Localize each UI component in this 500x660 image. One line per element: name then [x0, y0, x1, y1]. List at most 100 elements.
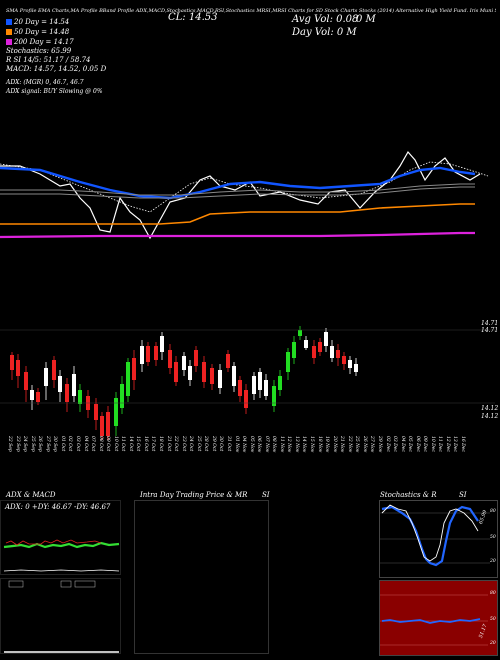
adx-green-line: [3, 541, 120, 549]
ma-gray-line-2: [0, 186, 475, 199]
ma20-line: [0, 166, 476, 200]
candle-body: [188, 366, 192, 380]
date-tick: 06 Dec: [414, 436, 420, 452]
candle-body: [232, 366, 236, 386]
date-tick: 07 Oct: [90, 436, 96, 452]
date-axis: 22 Sep 23 Sep 24 Sep 25 Sep 26 Sep 27 Sep 30 S…: [0, 436, 500, 481]
stoch-80-label: 80: [490, 509, 496, 514]
candle-body: [202, 362, 206, 382]
intraday-title: Intra Day Trading Price & MR: [140, 491, 248, 499]
adx-values: ADX: 0 +DY: 46.67 -DY: 46.67: [5, 503, 111, 511]
candle-body: [252, 376, 256, 394]
day-volume-label: Day Vol: 0 M: [292, 27, 357, 38]
candle-body: [10, 355, 14, 370]
date-tick: 11 Nov: [278, 436, 284, 453]
date-tick: 05 Dec: [407, 436, 413, 452]
date-tick: 30 Oct: [218, 436, 224, 452]
date-tick: 24 Sep: [22, 436, 28, 452]
price-axis-top: 14.71: [481, 320, 499, 327]
adx-legend: ADX: (MGR) 0, 46.7, 46.7: [6, 79, 84, 86]
ma20-swatch: [6, 19, 12, 25]
price-axis-low2: 14.12: [481, 413, 499, 420]
ma200-label: 200 Day = 14.17: [14, 38, 74, 46]
ma50-label: 50 Day = 14.48: [14, 28, 70, 36]
candle-body: [65, 384, 69, 402]
date-tick: 30 Sep: [52, 436, 58, 452]
date-tick: 02 Dec: [384, 436, 390, 452]
ma50-swatch: [6, 29, 12, 35]
candle-body: [226, 354, 230, 368]
date-tick: 22 Sep: [7, 436, 12, 452]
date-tick: 16 Oct: [142, 436, 148, 452]
ma50-legend: 50 Day = 14.48: [6, 28, 69, 36]
stoch-k-line: [381, 505, 479, 567]
ma20-label: 20 Day = 14.54: [14, 18, 70, 26]
date-tick: 19 Nov: [324, 436, 330, 453]
price-chart: [0, 150, 495, 440]
candle-body: [132, 358, 136, 380]
date-tick: 20 Nov: [331, 436, 337, 453]
date-tick: 27 Sep: [44, 436, 50, 452]
candle-body: [264, 380, 268, 396]
date-tick: 29 Nov: [376, 436, 382, 453]
date-tick: 27 Nov: [369, 436, 375, 453]
date-tick: 08 Oct: [97, 436, 103, 452]
date-tick: 03 Dec: [392, 436, 398, 452]
date-tick: 21 Oct: [165, 436, 171, 452]
stoch-50-label: 50: [490, 535, 496, 540]
price-dotted-line: [0, 161, 489, 213]
macd-line: [3, 569, 120, 572]
candle-body: [324, 332, 328, 346]
rsi-plot: [380, 594, 488, 646]
adx-red-line: [5, 539, 102, 546]
date-tick: 29 Oct: [210, 436, 216, 452]
candle-body: [298, 330, 302, 336]
date-tick: 23 Oct: [180, 436, 186, 452]
candle-body: [348, 360, 352, 368]
date-tick: 15 Nov: [309, 436, 314, 453]
ma200-swatch: [6, 39, 12, 45]
ma20-legend: 20 Day = 14.54: [6, 18, 69, 26]
candle-body: [354, 364, 358, 372]
chart-header-text: SMA Profile EMA Charts,MA Profile BBand …: [6, 8, 496, 14]
candle-body: [78, 390, 82, 404]
date-tick: 25 Sep: [29, 436, 35, 452]
candle-body: [146, 346, 150, 362]
candle-body: [58, 376, 62, 392]
price-axis-low1: 14.12: [481, 405, 499, 412]
candle-body: [286, 352, 290, 372]
candle-body: [24, 372, 28, 390]
date-tick: 09 Oct: [105, 436, 111, 452]
date-tick: 25 Oct: [195, 436, 201, 452]
date-tick: 12 Nov: [286, 436, 292, 453]
date-tick: 15 Oct: [135, 436, 141, 452]
rsi-50-label: 50: [490, 617, 496, 622]
date-tick: 06 Nov: [256, 436, 262, 453]
macd-outline-shapes: [8, 580, 96, 588]
price-white-line: [0, 150, 481, 240]
date-tick: 13 Dec: [452, 436, 458, 452]
avg-volume-label: Avg Vol: 0.08: [292, 14, 359, 25]
moving-average-lines: [0, 150, 489, 240]
date-tick: 09 Dec: [422, 436, 428, 452]
candle-body: [218, 370, 222, 388]
stochastics-title: Stochastics & R: [380, 491, 437, 499]
date-tick: 22 Oct: [173, 436, 179, 452]
candle-body: [160, 336, 164, 352]
candle-body: [106, 412, 110, 436]
macd-plot: [4, 580, 119, 653]
date-tick: 22 Nov: [346, 436, 352, 453]
date-tick: 25 Nov: [354, 436, 360, 453]
candle-body: [114, 398, 118, 426]
candle-body: [126, 362, 130, 396]
ma-gray-line-1: [0, 183, 475, 196]
date-tick: 10 Oct: [112, 436, 118, 452]
stoch-20-label: 20: [490, 559, 496, 564]
candle-body: [52, 360, 56, 380]
candle-body: [44, 368, 48, 386]
macd-panel: [0, 578, 121, 654]
intraday-si: SI: [262, 491, 270, 499]
stochastics-legend: Stochastics: 65.99: [6, 47, 72, 55]
date-tick: 14 Oct: [127, 436, 133, 452]
macd-outline-2: [60, 580, 72, 588]
